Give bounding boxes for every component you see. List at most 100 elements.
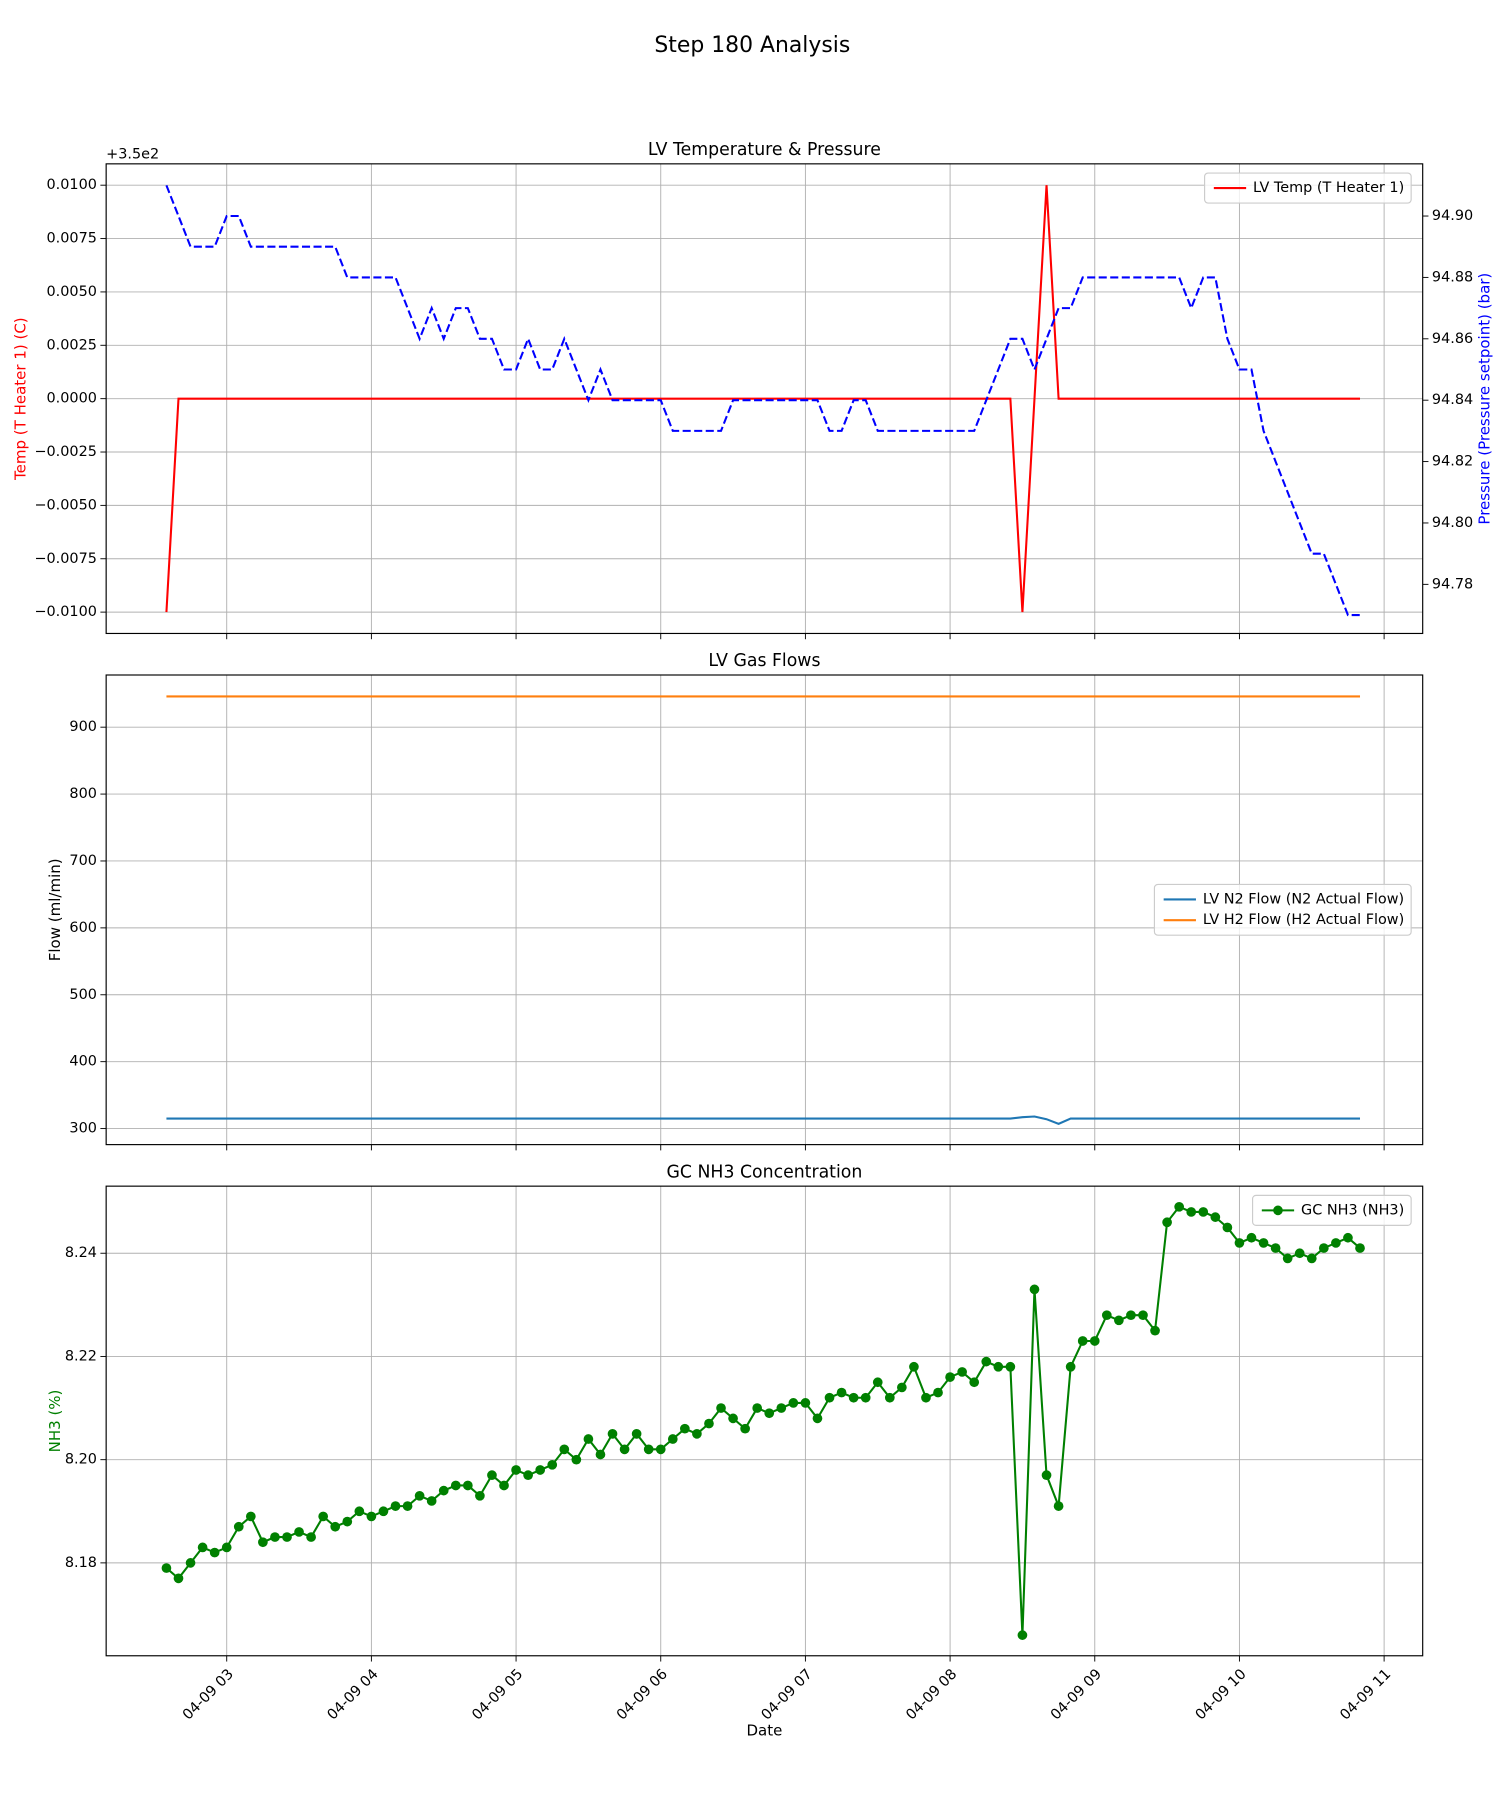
series-marker: [1053, 1501, 1064, 1511]
series-marker: [619, 1444, 630, 1455]
y-tick-label: 500: [69, 987, 97, 1003]
y-tick-label: −0.0025: [34, 444, 96, 460]
series-marker: [1017, 1630, 1028, 1640]
y-tick-label: −0.0050: [34, 497, 96, 513]
legend-label: LV Temp (T Heater 1): [1253, 180, 1404, 196]
series-marker: [221, 1542, 232, 1553]
series-marker: [921, 1392, 931, 1403]
series-marker: [836, 1387, 847, 1398]
series-marker: [270, 1532, 280, 1542]
series-marker: [1186, 1207, 1197, 1217]
series-marker: [1246, 1232, 1257, 1243]
series-line: [165, 1205, 1361, 1636]
y2-axis-label: Pressure (Pressure setpoint) (bar): [1475, 273, 1493, 525]
series-marker: [438, 1485, 449, 1496]
y-tick-label: 8.24: [65, 1245, 97, 1261]
series-marker: [884, 1392, 895, 1403]
y2-tick-label: 94.88: [1432, 269, 1473, 285]
legend-label: GC NH3 (NH3): [1301, 1202, 1404, 1218]
series-marker: [909, 1361, 919, 1372]
series-marker: [981, 1356, 992, 1367]
series-marker: [860, 1392, 871, 1403]
series-marker: [1089, 1336, 1100, 1346]
series-marker: [306, 1532, 316, 1542]
y2-tick-label: 94.86: [1432, 331, 1473, 347]
legend: LV N2 Flow (N2 Actual Flow) LV H2 Flow (H…: [1153, 883, 1412, 936]
series-marker: [330, 1521, 341, 1532]
series-marker: [1029, 1284, 1040, 1295]
series-marker: [583, 1434, 594, 1444]
y-tick-label: 300: [69, 1121, 97, 1137]
series-marker: [933, 1387, 943, 1398]
series-marker: [1198, 1207, 1209, 1217]
series-marker: [1174, 1201, 1185, 1212]
legend-box: [1204, 172, 1412, 204]
y-tick-label: 0.0025: [47, 337, 97, 353]
series-marker: [607, 1429, 618, 1439]
y-tick-label: 0.0075: [47, 231, 97, 247]
series-marker: [426, 1496, 437, 1506]
series-marker: [571, 1454, 582, 1465]
series-marker: [173, 1573, 184, 1584]
axes-title: GC NH3 Concentration: [667, 1162, 863, 1182]
series-marker: [1270, 1243, 1281, 1253]
y-tick-label: 0.0050: [47, 284, 97, 300]
series-marker: [1150, 1325, 1160, 1336]
series-marker: [1126, 1310, 1136, 1321]
legend-box: [1153, 883, 1412, 936]
series-marker: [197, 1542, 208, 1553]
y-tick-label: −0.0100: [34, 604, 96, 620]
y-tick-label: 800: [69, 786, 97, 802]
series-marker: [402, 1501, 413, 1511]
series-marker: [161, 1563, 172, 1573]
series-marker: [764, 1408, 775, 1419]
series-marker: [945, 1372, 955, 1382]
series-marker: [233, 1521, 244, 1532]
series-marker: [1101, 1310, 1112, 1321]
y-tick-label: 8.20: [65, 1452, 97, 1468]
series-line: [165, 185, 1361, 613]
series-marker: [812, 1413, 823, 1424]
figure-title: Step 180 Analysis: [654, 33, 850, 58]
series-marker: [993, 1361, 1004, 1372]
series-marker: [245, 1511, 256, 1522]
series-marker: [680, 1423, 690, 1434]
series-marker: [450, 1480, 461, 1491]
series-marker: [1234, 1238, 1245, 1248]
series-marker: [511, 1465, 521, 1475]
series-marker: [499, 1480, 509, 1491]
series-marker: [776, 1403, 787, 1413]
series-marker: [414, 1490, 425, 1501]
y-tick-label: 700: [69, 853, 97, 869]
series-marker: [1318, 1243, 1329, 1253]
y-tick-label: 8.22: [65, 1348, 97, 1364]
series-marker: [342, 1516, 353, 1527]
series-marker: [1041, 1470, 1052, 1480]
series-marker: [318, 1511, 329, 1522]
series-marker: [824, 1392, 835, 1403]
series-marker: [1306, 1253, 1317, 1264]
series-marker: [752, 1403, 763, 1413]
x-axis-label: Date: [746, 1721, 782, 1739]
series-marker: [282, 1532, 292, 1542]
series-marker: [740, 1423, 750, 1434]
series-marker: [595, 1449, 606, 1460]
y2-tick-label: 94.84: [1432, 392, 1473, 408]
axes-frame: [105, 1185, 1424, 1657]
series-marker: [1138, 1310, 1148, 1321]
series-marker: [1355, 1243, 1365, 1253]
series-marker: [547, 1459, 558, 1470]
legend: GC NH3 (NH3): [1252, 1194, 1412, 1226]
y-tick-label: 0.0000: [47, 391, 97, 407]
series-marker: [716, 1403, 726, 1413]
series-marker: [643, 1444, 654, 1455]
legend-label: LV N2 Flow (N2 Actual Flow): [1203, 891, 1404, 907]
series-marker: [354, 1506, 365, 1517]
series-marker: [1258, 1238, 1269, 1248]
series-marker: [969, 1377, 980, 1388]
series-marker: [800, 1398, 811, 1408]
series-marker: [1343, 1232, 1353, 1243]
series-line: [166, 1115, 1361, 1126]
series-marker: [487, 1470, 497, 1480]
